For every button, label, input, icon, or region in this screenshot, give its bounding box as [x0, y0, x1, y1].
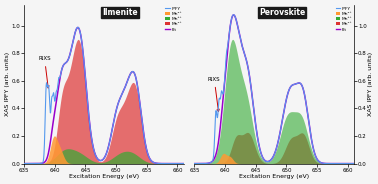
- X-axis label: Excitation Energy (eV): Excitation Energy (eV): [69, 174, 139, 179]
- Text: RIXS: RIXS: [38, 56, 51, 88]
- Legend: IPFY, Mn²⁺, Mn³⁺, Mn⁴⁺, Fit: IPFY, Mn²⁺, Mn³⁺, Mn⁴⁺, Fit: [165, 6, 182, 32]
- Text: Ilmenite: Ilmenite: [102, 8, 138, 17]
- Y-axis label: XAS IPFY (arb. units): XAS IPFY (arb. units): [5, 52, 10, 116]
- Text: Perovskite: Perovskite: [259, 8, 305, 17]
- Legend: IPFY, Mn²⁺, Mn³⁺, Mn⁴⁺, Fit: IPFY, Mn²⁺, Mn³⁺, Mn⁴⁺, Fit: [335, 6, 353, 32]
- Y-axis label: XAS IPFY (arb. units): XAS IPFY (arb. units): [368, 52, 373, 116]
- X-axis label: Excitation Energy (eV): Excitation Energy (eV): [239, 174, 309, 179]
- Text: RIXS: RIXS: [208, 77, 221, 112]
